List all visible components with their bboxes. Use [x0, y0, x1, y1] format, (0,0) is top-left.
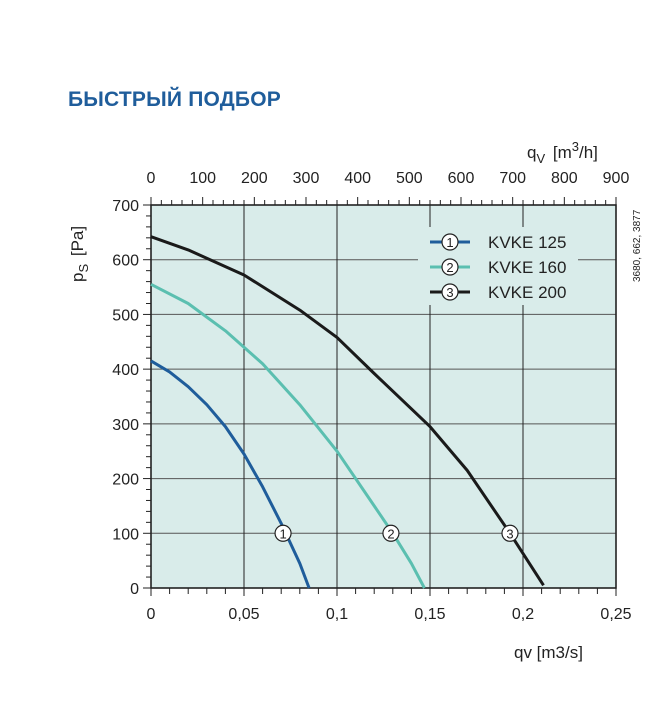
- series-marker-label: 1: [279, 526, 286, 541]
- y-tick-label: 0: [130, 581, 139, 598]
- series-line-1: [150, 359, 311, 589]
- legend-label: KVKE 160: [488, 258, 566, 277]
- legend-marker: [441, 258, 459, 276]
- series-marker: [274, 524, 292, 542]
- x-axis-label: qv [m3/s]: [514, 643, 583, 662]
- plot-frame: [150, 204, 617, 589]
- y-tick-label: 300: [112, 417, 139, 434]
- legend-marker-label: 3: [446, 285, 453, 300]
- y-tick-label: 400: [112, 362, 139, 379]
- side-note: 3680, 662, 3877: [632, 209, 643, 282]
- x2-tick-label: 0: [147, 170, 156, 187]
- legend-marker: [441, 283, 459, 301]
- x2-tick-label: 400: [344, 170, 371, 187]
- x-tick-label: 0,2: [512, 606, 534, 623]
- series-marker-label: 2: [387, 526, 394, 541]
- x2-tick-label: 200: [241, 170, 268, 187]
- x-tick-label: 0: [147, 606, 156, 623]
- page-title: БЫСТРЫЙ ПОДБОР: [68, 88, 281, 111]
- x2-tick-label: 800: [551, 170, 578, 187]
- x2-tick-label: 900: [603, 170, 630, 187]
- x-tick-label: 0,15: [414, 606, 445, 623]
- x2-tick-label: 600: [448, 170, 475, 187]
- x2-tick-label: 700: [499, 170, 526, 187]
- series-marker: [501, 524, 519, 542]
- series-line-2: [150, 282, 426, 589]
- x-tick-label: 0,05: [228, 606, 259, 623]
- legend-marker-label: 1: [446, 235, 453, 250]
- legend-marker-label: 2: [446, 260, 453, 275]
- series-line-3: [150, 235, 545, 587]
- x-tick-label: 0,25: [600, 606, 631, 623]
- legend-label: KVKE 125: [488, 233, 566, 252]
- x2-tick-label: 100: [189, 170, 216, 187]
- y-tick-label: 200: [112, 472, 139, 489]
- legend-label: KVKE 200: [488, 283, 566, 302]
- legend-marker: [441, 233, 459, 251]
- series-marker-label: 3: [506, 526, 513, 541]
- x-tick-label: 0,1: [326, 606, 348, 623]
- y-tick-label: 500: [112, 307, 139, 324]
- series-marker: [382, 524, 400, 542]
- x2-tick-label: 300: [293, 170, 320, 187]
- x2-axis-label: qV [m3/h]: [527, 139, 598, 166]
- y-tick-label: 100: [112, 526, 139, 543]
- y-tick-label: 600: [112, 253, 139, 270]
- y-axis-label: pS [Pa]: [68, 226, 91, 282]
- x2-tick-label: 500: [396, 170, 423, 187]
- y-tick-label: 700: [112, 198, 139, 215]
